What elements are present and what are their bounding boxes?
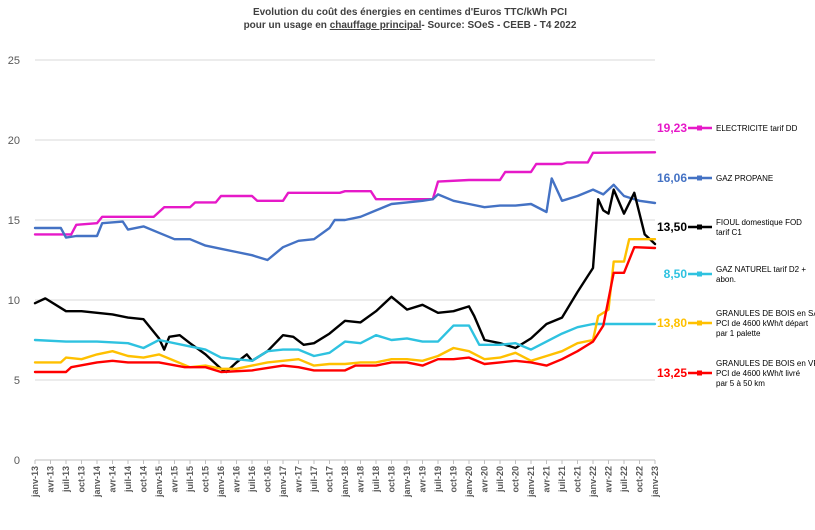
legend-label-line: tarif C1 <box>716 228 742 237</box>
series-line-1 <box>33 177 657 262</box>
legend-label-line: ELECTRICITE tarif DD <box>716 124 798 133</box>
x-tick-label: oct-14 <box>139 466 149 493</box>
legend-label-line: FIOUL domestique FOD <box>716 218 802 227</box>
end-value-label: 13,50 <box>657 220 687 234</box>
x-tick-label: juil-20 <box>495 466 505 493</box>
end-value-label: 13,25 <box>657 366 687 380</box>
chart-title: Evolution du coût des énergies en centim… <box>150 6 670 32</box>
end-value-label: 16,06 <box>657 171 687 185</box>
x-tick-label: janv-21 <box>526 466 536 498</box>
end-value-label: 8,50 <box>664 267 688 281</box>
legend-label-line: abon. <box>716 275 736 284</box>
x-tick-label: oct-15 <box>201 466 211 493</box>
y-tick-label: 0 <box>14 455 20 467</box>
x-tick-label: oct-16 <box>263 466 273 493</box>
chart-title-line2: pour un usage en chauffage principal- So… <box>150 19 670 32</box>
legend-label-line: PCI de 4600 kWh/t départ <box>716 319 809 328</box>
series-line-3 <box>33 322 657 362</box>
x-tick-label: juil-17 <box>309 466 319 493</box>
x-tick-label: avr-14 <box>108 466 118 493</box>
legend-marker <box>697 125 702 131</box>
series-line-0 <box>33 151 657 236</box>
x-tick-label: janv-22 <box>588 466 598 498</box>
x-tick-label: juil-15 <box>185 466 195 493</box>
x-tick-label: oct-21 <box>573 466 583 493</box>
x-tick-label: oct-20 <box>511 466 521 493</box>
legend-marker <box>697 320 702 326</box>
legend-label-line: GRANULES DE BOIS en VRAC <box>716 359 815 368</box>
x-tick-label: avr-22 <box>604 466 614 493</box>
x-tick-label: janv-13 <box>30 466 40 498</box>
y-tick-label: 5 <box>14 375 20 387</box>
legend-label: ELECTRICITE tarif DD <box>716 124 798 133</box>
x-tick-label: juil-19 <box>433 466 443 493</box>
legend-label-line: par 1 palette <box>716 329 761 338</box>
x-tick-label: avr-17 <box>294 466 304 493</box>
x-tick-label: janv-15 <box>154 466 164 498</box>
legend-label-line: par 5 à 50 km <box>716 379 765 388</box>
x-tick-label: janv-18 <box>340 466 350 498</box>
series-line-5 <box>33 245 657 374</box>
legend-label-line: PCI de 4600 kWh/t livré <box>716 369 801 378</box>
series-line-2 <box>33 188 657 374</box>
legend-marker <box>697 271 702 277</box>
legend-marker <box>697 175 702 181</box>
end-value-label: 13,80 <box>657 316 687 330</box>
x-tick-label: juil-13 <box>61 466 71 493</box>
x-tick-label: avr-18 <box>356 466 366 493</box>
x-tick-label: avr-16 <box>232 466 242 493</box>
x-tick-label: avr-20 <box>480 466 490 493</box>
y-tick-label: 15 <box>8 215 20 227</box>
legend-marker <box>697 224 702 230</box>
chart-title-line1: Evolution du coût des énergies en centim… <box>252 7 568 18</box>
x-tick-label: avr-13 <box>46 466 56 493</box>
x-tick-label: janv-19 <box>402 466 412 498</box>
x-tick-label: janv-20 <box>464 466 474 498</box>
x-tick-label: janv-23 <box>650 466 660 498</box>
x-tick-label: janv-16 <box>216 466 226 498</box>
chart-title-line2-a: pour un usage en <box>243 20 330 31</box>
y-tick-label: 25 <box>8 55 20 67</box>
x-tick-label: oct-19 <box>449 466 459 493</box>
x-tick-label: oct-17 <box>325 466 335 493</box>
x-tick-label: juil-21 <box>557 466 567 493</box>
x-tick-label: juil-22 <box>619 466 629 493</box>
y-tick-label: 10 <box>8 295 20 307</box>
end-value-label: 19,23 <box>657 121 687 135</box>
legend-label: GAZ PROPANE <box>716 174 773 183</box>
x-tick-label: oct-13 <box>77 466 87 493</box>
x-tick-label: juil-18 <box>371 466 381 493</box>
legend-label: GAZ NATUREL tarif D2 + abon. <box>716 265 806 284</box>
x-tick-label: juil-16 <box>247 466 257 493</box>
x-tick-label: avr-21 <box>542 466 552 493</box>
x-tick-label: janv-17 <box>278 466 288 498</box>
legend-label: FIOUL domestique FOD tarif C1 <box>716 218 802 237</box>
x-tick-label: avr-19 <box>418 466 428 493</box>
legend-label-line: GRANULES DE BOIS en SACS <box>716 309 815 318</box>
legend-label: GRANULES DE BOIS en SACSPCI de 4600 kWh/… <box>716 309 815 338</box>
legend-label-line: GAZ NATUREL tarif D2 + <box>716 265 806 274</box>
x-tick-label: juil-14 <box>123 466 133 493</box>
legend-label-line: GAZ PROPANE <box>716 174 773 183</box>
x-tick-label: oct-22 <box>635 466 645 493</box>
chart-title-line2-c: - Source: SOeS - CEEB - T4 2022 <box>421 20 577 31</box>
y-tick-label: 20 <box>8 135 20 147</box>
legend-label: GRANULES DE BOIS en VRACPCI de 4600 kWh/… <box>716 359 815 388</box>
chart-title-line2-b: chauffage principal <box>329 20 422 31</box>
legend-marker <box>697 370 702 376</box>
x-tick-label: janv-14 <box>92 466 102 498</box>
x-tick-label: avr-15 <box>170 466 180 493</box>
x-tick-label: oct-18 <box>387 466 397 493</box>
series-line-4 <box>33 237 657 370</box>
